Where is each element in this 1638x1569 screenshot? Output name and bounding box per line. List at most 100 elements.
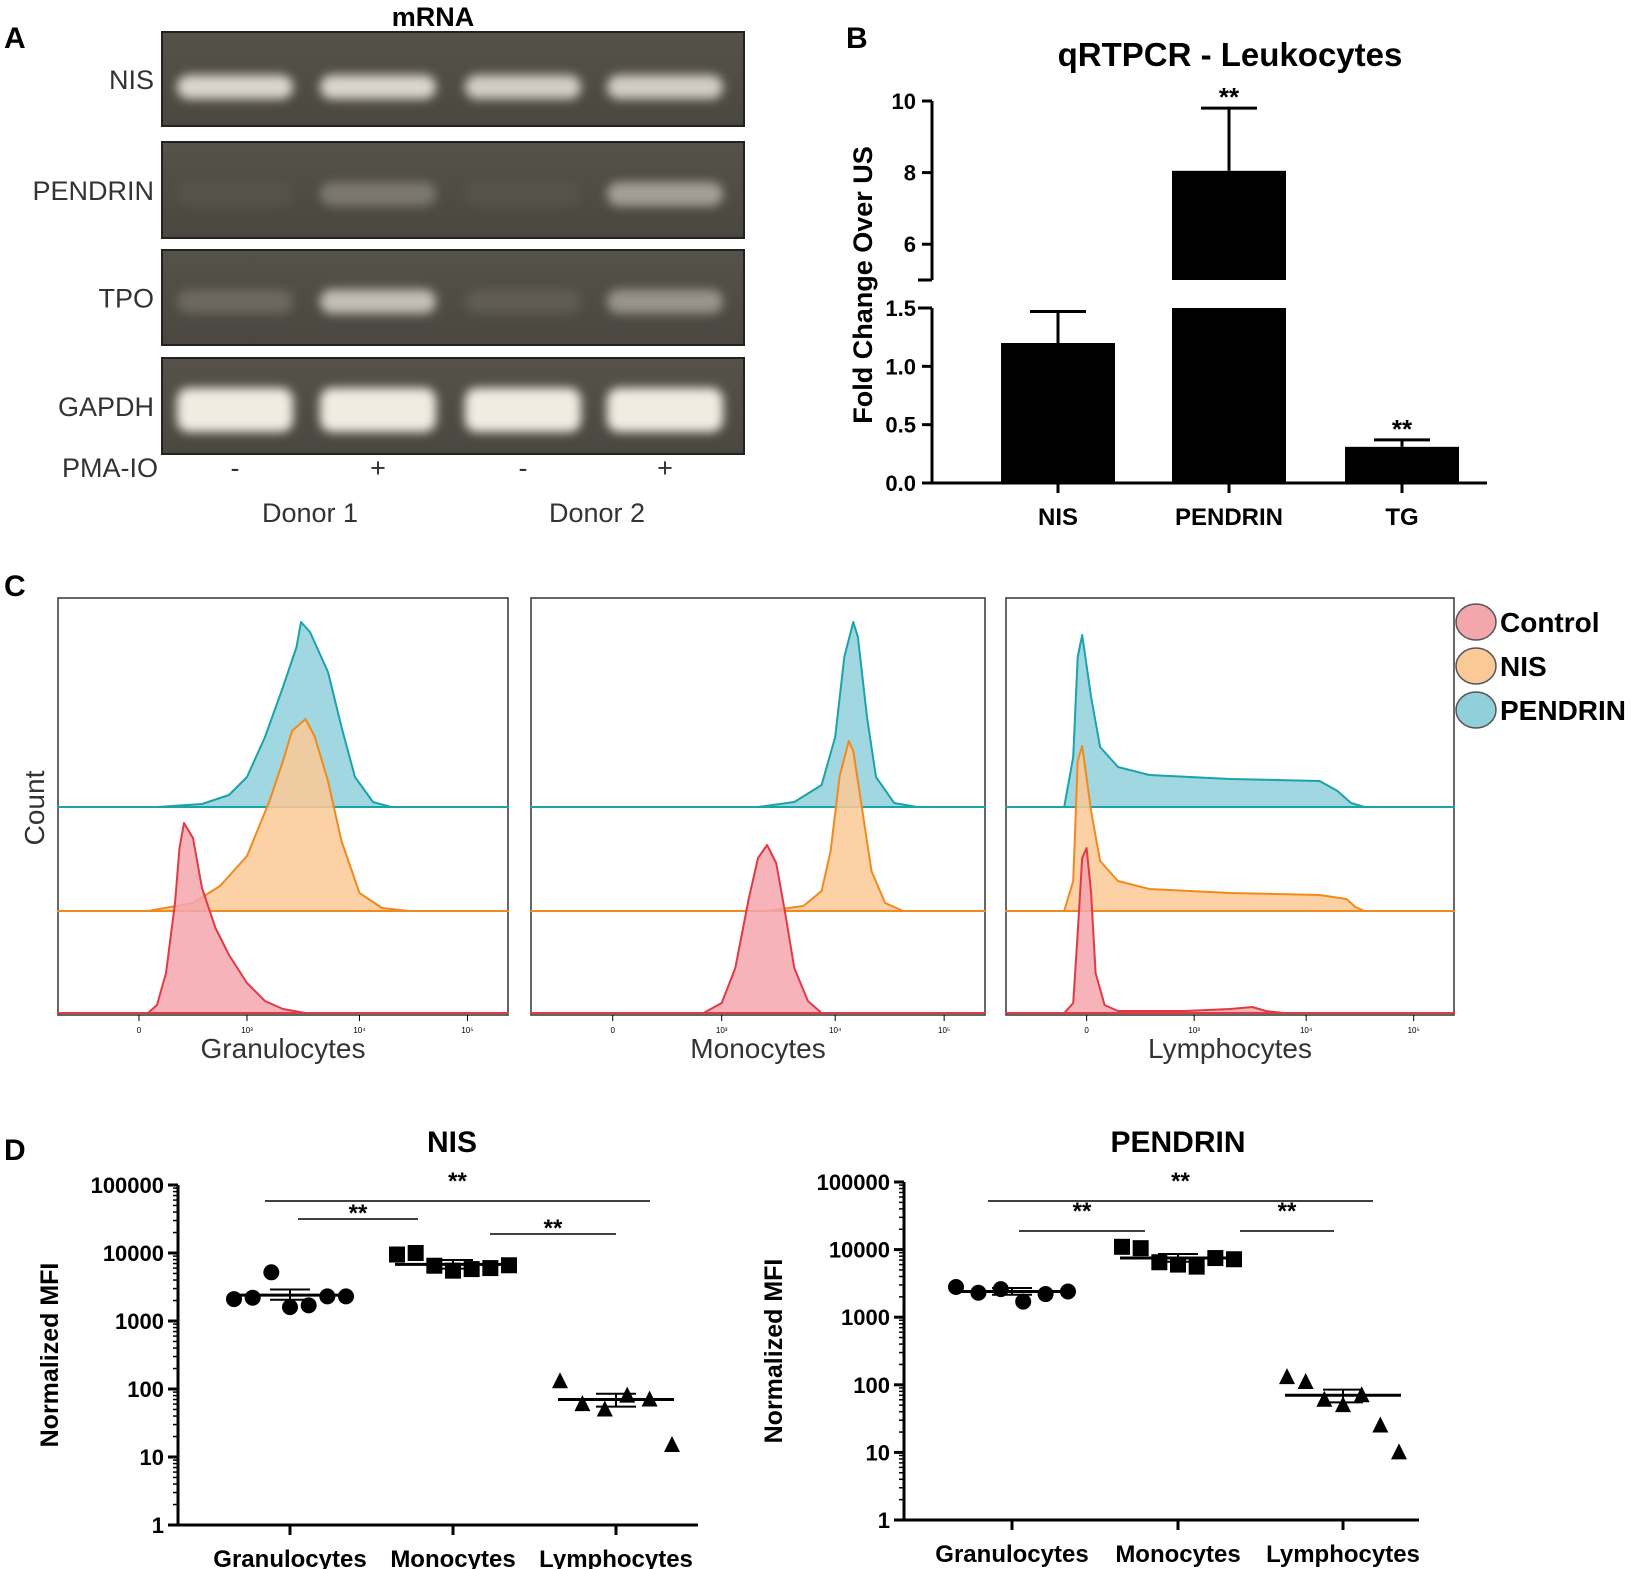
data-point [226, 1291, 242, 1308]
dot-plot-nis: NIS Normalized MFI 1 10 100 1000 10000 100000 Gr… [36, 1126, 698, 1569]
gel-row-label: NIS [109, 65, 154, 95]
bar-pendrin-upper [1172, 170, 1286, 280]
legend-swatch-control [1455, 603, 1497, 641]
gel-row-label: GAPDH [58, 392, 154, 422]
data-point [244, 1289, 261, 1306]
histogram-curve-pendrin [1005, 634, 1455, 808]
histogram-xlabel: Lymphocytes [1148, 1033, 1312, 1064]
gel-band [607, 182, 723, 206]
gel-band [607, 75, 723, 99]
x-tick-label: 0 [1084, 1026, 1089, 1035]
y-tick-label: 1000 [115, 1309, 164, 1334]
gel-rows: NIS PENDRIN TPO GAPDH [32, 31, 745, 455]
data-point [1037, 1286, 1054, 1303]
dot-plot-title: NIS [427, 1126, 477, 1159]
y-tick-label: 1 [152, 1513, 164, 1538]
gel-row-label: TPO [98, 284, 154, 314]
y-tick-label: 0.0 [885, 471, 916, 496]
bar-pendrin [1172, 308, 1286, 483]
x-tick-label: TG [1385, 504, 1418, 531]
significance-mark: ** [448, 1168, 467, 1195]
data-point [1391, 1443, 1407, 1460]
histogram-curve-control [530, 844, 986, 1014]
histogram-curve-nis [57, 718, 509, 912]
x-tick-label: Granulocytes [935, 1541, 1088, 1568]
panel-b-letter: B [846, 22, 868, 55]
donor-label-1: Donor 1 [262, 498, 358, 528]
significance-mark: ** [349, 1200, 368, 1227]
histogram-curve-nis [1005, 745, 1455, 912]
legend-swatch-nis [1455, 647, 1497, 685]
data-point [1316, 1390, 1333, 1407]
x-tick-label: 0 [610, 1026, 615, 1035]
data-point [574, 1395, 591, 1412]
histogram-legend: Control NIS PENDRIN [1455, 603, 1626, 729]
gel-band [320, 289, 436, 314]
x-tick-label: 10⁴ [829, 1026, 842, 1035]
histogram-xlabel: Granulocytes [201, 1033, 366, 1064]
lane-sign: - [519, 453, 528, 483]
data-point [1335, 1396, 1351, 1413]
gel-band [607, 289, 723, 314]
data-point [596, 1400, 613, 1417]
gel-band [177, 289, 293, 314]
data-point [300, 1297, 317, 1314]
y-tick-label: 10 [866, 1440, 890, 1465]
y-tick-label: 10 [140, 1445, 164, 1470]
x-tick-label: 10³ [716, 1026, 728, 1035]
panel-d-letter: D [4, 1134, 26, 1167]
gel-band [465, 289, 581, 314]
gel-band [465, 388, 581, 432]
histogram-lymphocytes: Lymphocytes 0 10³ 10⁴ 10⁵ [1005, 597, 1455, 1064]
data-point [482, 1260, 499, 1277]
x-tick-label: Lymphocytes [539, 1546, 693, 1569]
data-point [1170, 1256, 1186, 1273]
x-tick-label: 0 [137, 1026, 142, 1035]
data-point [407, 1245, 424, 1261]
data-point [1372, 1416, 1389, 1433]
data-point [1132, 1240, 1149, 1257]
legend-label: NIS [1500, 651, 1547, 682]
legend-swatch-pendrin [1455, 691, 1497, 729]
y-tick-label: 1 [878, 1508, 890, 1533]
y-tick-label: 1.0 [885, 354, 916, 379]
panel-b: B qRTPCR - Leukocytes Fold Change Over U… [846, 22, 1487, 531]
x-tick-label: 10⁴ [353, 1026, 366, 1035]
y-tick-label: 100 [853, 1373, 890, 1398]
bar-chart: 0.0 0.5 1.0 1.5 6 8 10 NIS PENDRIN ** TG ** [885, 82, 1487, 531]
legend-label: Control [1500, 607, 1600, 638]
gel-row-pendrin: PENDRIN [32, 141, 745, 239]
y-tick-label: 100 [127, 1377, 164, 1402]
y-tick-label: 6 [904, 232, 916, 257]
data-point [552, 1372, 568, 1389]
dot-plot-pendrin: PENDRIN Normalized MFI 1 10 100 1000 10000 1000… [760, 1126, 1420, 1568]
y-tick-label: 100000 [91, 1173, 164, 1198]
legend-label: PENDRIN [1500, 695, 1626, 726]
gel-band [177, 75, 293, 99]
x-tick-label: 10⁴ [1300, 1026, 1313, 1035]
bar-chart-title: qRTPCR - Leukocytes [1058, 36, 1403, 73]
data-point [1015, 1293, 1032, 1310]
panel-c-letter: C [4, 570, 26, 603]
histogram-granulocytes: Granulocytes 0 10³ 10⁴ 10⁵ [57, 597, 509, 1064]
x-tick-label: 10⁵ [938, 1026, 950, 1035]
dot-plot-ylabel: Normalized MFI [760, 1259, 788, 1444]
y-tick-label: 10 [892, 89, 916, 114]
lane-sign: + [370, 453, 386, 483]
y-tick-label: 1000 [841, 1305, 890, 1330]
gel-band [607, 388, 723, 432]
y-tick-label: 100000 [817, 1170, 890, 1195]
data-point [389, 1246, 405, 1263]
significance-mark: ** [1392, 414, 1413, 444]
data-point [282, 1299, 298, 1316]
panel-a: A mRNA NIS PENDRIN TPO GAPDH PMA-IO - + - + Do… [4, 2, 745, 528]
treatment-label: PMA-IO [62, 453, 158, 483]
gel-band [177, 388, 293, 432]
gel-band [320, 388, 436, 432]
y-tick-label: 10000 [103, 1241, 164, 1266]
significance-mark: ** [1073, 1198, 1092, 1225]
gel-band [465, 182, 581, 206]
gel-row-gapdh: GAPDH [58, 357, 745, 455]
gel-band [465, 75, 581, 99]
